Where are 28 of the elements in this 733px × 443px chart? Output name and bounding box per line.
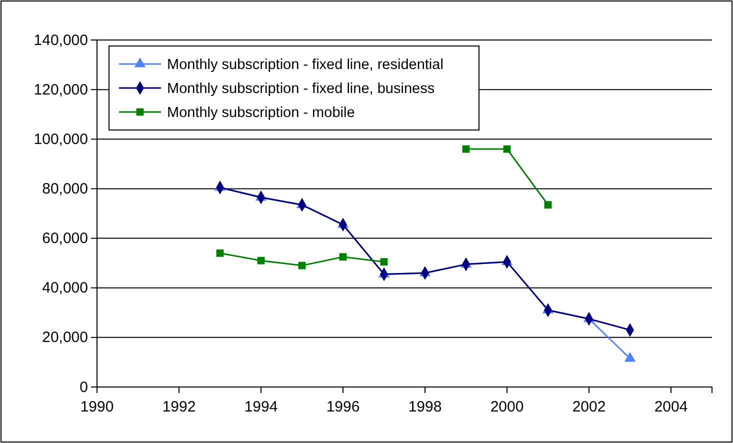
y-tick-label: 20,000	[42, 329, 88, 346]
x-tick-label: 2002	[572, 398, 606, 416]
point	[544, 201, 552, 209]
legend-label: Monthly subscription - mobile	[167, 105, 355, 121]
point	[503, 145, 511, 153]
point	[216, 249, 224, 257]
y-tick-label: 40,000	[42, 280, 88, 297]
point	[380, 258, 388, 266]
point	[339, 253, 347, 261]
x-tick-label: 2000	[490, 398, 524, 416]
y-tick-label: 140,000	[34, 32, 88, 49]
y-tick-label: 60,000	[42, 230, 88, 248]
x-tick-label: 1998	[408, 398, 442, 416]
x-tick-label: 1992	[162, 398, 196, 416]
x-tick-label: 2004	[654, 398, 688, 416]
y-tick-label: 0	[80, 378, 88, 396]
y-tick-label: 80,000	[42, 180, 88, 198]
point	[298, 262, 306, 270]
legend-label: Monthly subscription - fixed line, residential	[167, 57, 444, 73]
legend-label: Monthly subscription - fixed line, business	[167, 81, 435, 97]
point	[624, 352, 636, 362]
x-tick-label: 1990	[80, 398, 114, 416]
x-tick-label: 1994	[244, 398, 278, 416]
x-tick-label: 1996	[326, 398, 360, 416]
point	[462, 145, 470, 153]
y-tick-label: 100,000	[34, 130, 88, 148]
y-tick-label: 120,000	[34, 81, 88, 98]
point	[257, 256, 265, 264]
